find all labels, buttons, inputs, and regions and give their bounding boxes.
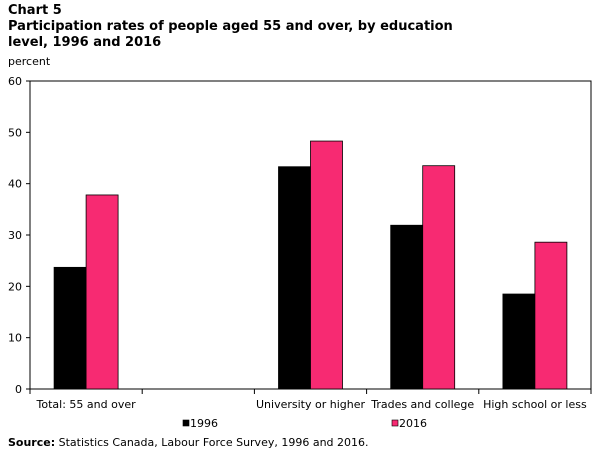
source-text: Statistics Canada, Labour Force Survey, …: [55, 436, 369, 449]
x-tick-label: High school or less: [483, 398, 587, 411]
y-axis-title: percent: [8, 55, 51, 68]
legend: 1996 2016: [182, 417, 427, 430]
y-tick-label: 10: [8, 332, 22, 345]
legend-label-2016: 2016: [399, 417, 427, 430]
bar-1996: [390, 224, 424, 390]
legend-swatch-1996: [182, 419, 190, 427]
y-axis: 0 10 20 30 40 50 60: [8, 75, 30, 396]
bar-1996: [53, 266, 87, 390]
legend-swatch-2016: [391, 419, 399, 427]
source-note: Source: Statistics Canada, Labour Force …: [8, 436, 369, 450]
x-tick-label: Total: 55 and over: [36, 398, 137, 411]
x-tick-label: University or higher: [256, 398, 365, 411]
chart-label: Chart 5: [8, 3, 62, 18]
bars: [53, 140, 568, 390]
y-tick-label: 0: [15, 383, 22, 396]
y-tick-label: 50: [8, 126, 22, 139]
x-tick-label: Trades and college: [370, 398, 474, 411]
y-tick-label: 20: [8, 280, 22, 293]
bar-2016: [310, 140, 343, 390]
chart-title: Participation rates of people aged 55 an…: [8, 19, 453, 50]
bar-2016: [422, 165, 456, 390]
y-tick-label: 60: [8, 75, 22, 88]
source-prefix: Source:: [8, 436, 56, 449]
y-tick-label: 30: [8, 229, 22, 242]
bar-1996: [502, 293, 536, 390]
bar-2016: [85, 194, 119, 390]
x-axis: Total: 55 and over University or higher Tr…: [29, 388, 592, 411]
legend-label-1996: 1996: [190, 417, 218, 430]
bar-2016: [534, 241, 568, 390]
y-tick-label: 40: [8, 178, 22, 191]
bar-1996: [278, 166, 311, 390]
